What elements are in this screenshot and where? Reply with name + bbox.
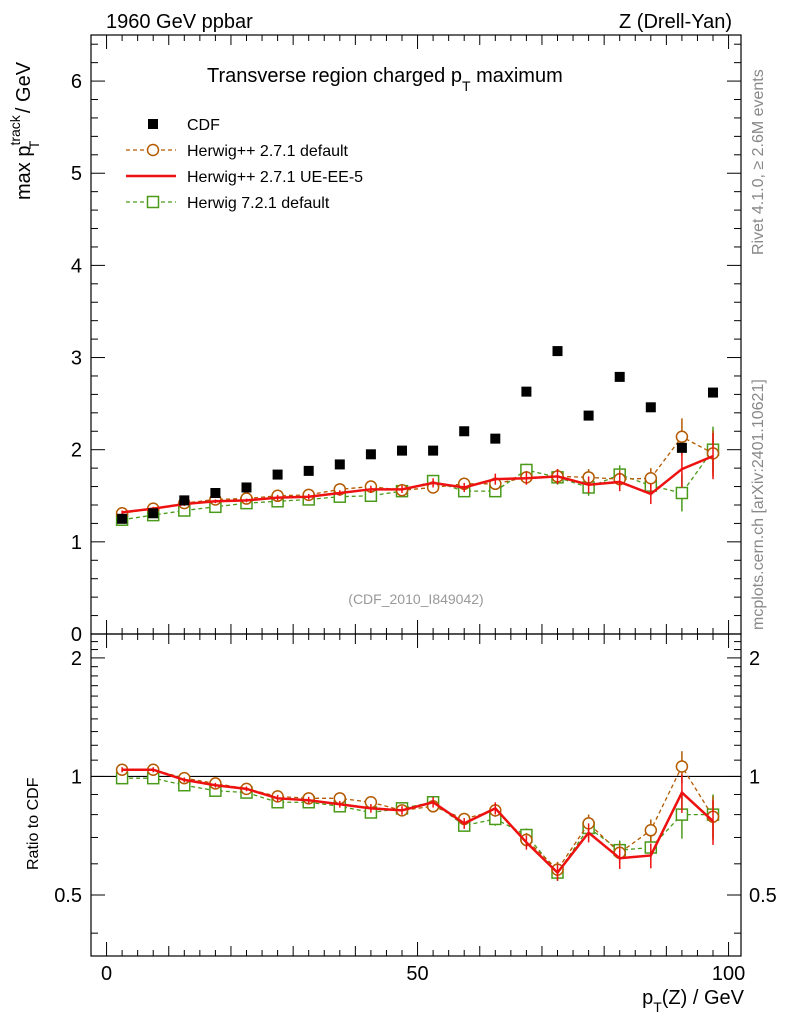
rivet-label: Rivet 4.1.0, ≥ 2.6M events <box>750 69 767 255</box>
y-axis-label-sup: track <box>7 114 23 145</box>
y-axis-label-sub: T <box>26 140 42 149</box>
ratio-tick-label: 0.5 <box>54 885 82 907</box>
y-tick-label: 0 <box>71 624 82 646</box>
main-cdf-point <box>583 410 594 421</box>
legend-label: Herwig++ 2.7.1 default <box>187 143 349 160</box>
legend-cdf-marker <box>148 119 158 129</box>
y-axis-label-tail: / GeV <box>13 61 35 118</box>
main-cdf-point <box>645 402 656 413</box>
ratio-frame <box>90 633 742 957</box>
chart-title-sub: T <box>462 78 471 94</box>
main-marker <box>644 472 658 485</box>
chart-title: Transverse region charged pT maximum <box>207 65 563 94</box>
x-axis-label: pT(Z) / GeV <box>642 987 745 1015</box>
y-tick-label: 4 <box>71 255 82 277</box>
legend: CDF Herwig++ 2.7.1 default Herwig++ 2.7.1 … <box>126 117 363 212</box>
main-cdf-point <box>708 387 719 398</box>
chart-title-tail: maximum <box>471 65 563 87</box>
y-tick-label: 6 <box>71 71 82 93</box>
x-tick-label: 50 <box>406 963 428 985</box>
axis-ticks: 0 50 100 0 1 2 3 4 5 6 0.5 0.5 1 1 2 2 <box>54 35 777 985</box>
ratio-series <box>115 751 720 881</box>
analysis-tag: (CDF_2010_I849042) <box>348 591 483 607</box>
ratio-tick-label: 1 <box>71 766 82 788</box>
chart-title-main: Transverse region charged p <box>207 65 462 87</box>
legend-label: Herwig++ 2.7.1 UE-EE-5 <box>187 169 363 186</box>
x-axis-label-tail: (Z) / GeV <box>662 987 745 1009</box>
ratio-tick-label-right: 1 <box>749 766 760 788</box>
main-cdf-point <box>148 508 159 519</box>
legend-marker <box>146 143 160 157</box>
x-axis-label-main: p <box>642 987 653 1009</box>
y-axis-label: max ptrack T / GeV <box>7 61 42 200</box>
main-cdf-point <box>303 465 314 476</box>
ratio-line-solid <box>122 768 714 875</box>
main-cdf-point <box>552 346 563 357</box>
legend-label: CDF <box>187 117 220 134</box>
ratio-axis-label: Ratio to CDF <box>25 777 42 870</box>
ratio-marker <box>675 760 689 773</box>
main-cdf-point <box>614 371 625 382</box>
main-series <box>115 346 720 526</box>
legend-label: Herwig 7.2.1 default <box>187 195 330 212</box>
main-cdf-point <box>210 488 221 499</box>
main-cdf-point <box>459 426 470 437</box>
ratio-tick-label-right: 0.5 <box>749 885 777 907</box>
ratio-tick-label: 2 <box>71 648 82 670</box>
x-tick-label: 100 <box>712 963 745 985</box>
main-cdf-point <box>521 386 532 397</box>
ratio-marker <box>644 824 658 837</box>
y-tick-label: 5 <box>71 163 82 185</box>
main-cdf-point <box>365 449 376 460</box>
y-tick-label: 3 <box>71 348 82 370</box>
mcplots-label: mcplots.cern.ch [arXiv:2401.10621] <box>750 379 767 630</box>
header-right: Z (Drell-Yan) <box>619 11 732 33</box>
main-cdf-point <box>397 445 408 456</box>
main-cdf-point <box>334 459 345 470</box>
legend-marker <box>146 195 160 209</box>
x-axis-label-sub: T <box>653 999 662 1015</box>
main-cdf-point <box>117 513 128 524</box>
main-cdf-point <box>676 442 687 453</box>
y-axis-label-main: max p <box>13 146 35 200</box>
x-tick-label: 0 <box>101 963 112 985</box>
main-cdf-point <box>428 445 439 456</box>
main-cdf-point <box>241 482 252 493</box>
header-left: 1960 GeV ppbar <box>106 11 253 33</box>
main-cdf-point <box>179 495 190 506</box>
main-marker <box>675 430 689 444</box>
ratio-tick-label-right: 2 <box>749 648 760 670</box>
y-tick-label: 1 <box>71 532 82 554</box>
main-line-solid <box>121 454 714 514</box>
main-cdf-point <box>272 469 283 480</box>
main-cdf-point <box>490 433 501 444</box>
y-tick-label: 2 <box>71 440 82 462</box>
main-marker <box>675 486 689 500</box>
